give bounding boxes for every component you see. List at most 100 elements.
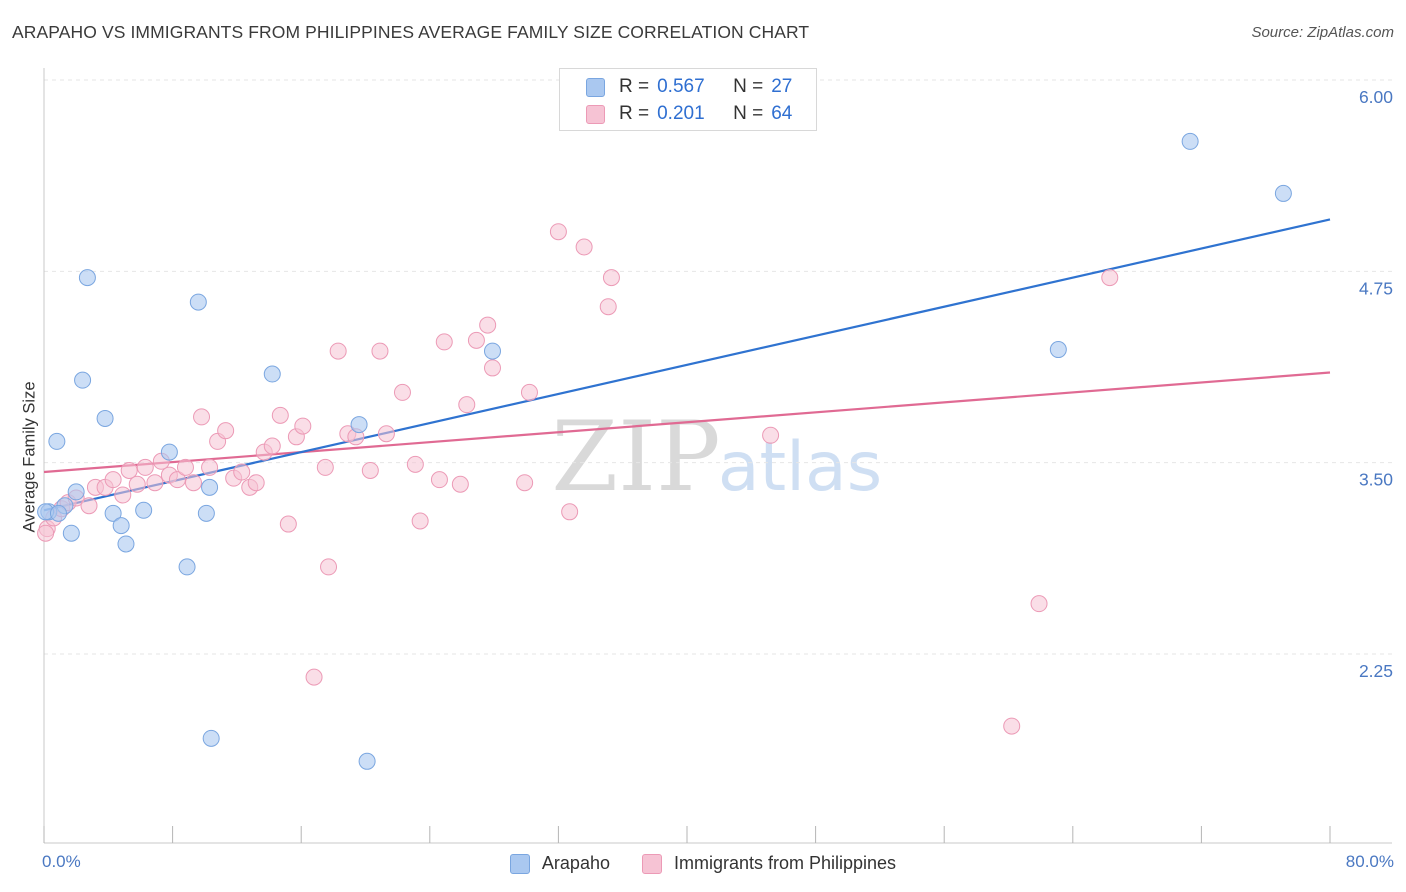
data-point-philippines xyxy=(549,223,567,241)
philippines-swatch xyxy=(586,104,605,124)
y-tick-labels: 2.25 3.50 4.75 6.00 xyxy=(1359,87,1393,681)
data-point-arapaho xyxy=(117,535,135,553)
data-point-philippines xyxy=(271,406,289,424)
data-point-philippines xyxy=(411,512,429,530)
y-tick-label: 6.00 xyxy=(1359,87,1393,107)
data-point-philippines xyxy=(467,331,485,349)
data-point-philippines xyxy=(430,471,448,489)
data-point-philippines xyxy=(393,383,411,401)
data-point-arapaho xyxy=(202,729,220,747)
data-point-philippines xyxy=(104,471,122,489)
y-axis-label: Average Family Size xyxy=(20,381,39,533)
data-point-arapaho xyxy=(112,517,130,535)
data-point-philippines xyxy=(520,383,538,401)
data-point-philippines xyxy=(406,455,424,473)
data-point-philippines xyxy=(516,474,534,492)
data-point-philippines xyxy=(80,497,98,515)
legend-item-arapaho[interactable]: Arapaho xyxy=(509,853,610,874)
data-point-philippines xyxy=(146,474,164,492)
arapaho-swatch xyxy=(509,853,530,874)
axes xyxy=(43,68,1392,844)
data-point-philippines xyxy=(483,359,501,377)
data-point-philippines xyxy=(575,238,593,256)
data-point-philippines xyxy=(316,458,334,476)
data-point-philippines xyxy=(136,458,154,476)
data-point-philippines xyxy=(37,524,55,542)
data-point-philippines xyxy=(217,422,235,440)
data-point-arapaho xyxy=(48,432,66,450)
data-point-philippines xyxy=(561,503,579,521)
data-point-arapaho xyxy=(189,293,207,311)
data-point-arapaho xyxy=(358,752,376,770)
data-point-philippines xyxy=(294,417,312,435)
data-point-philippines xyxy=(168,471,186,489)
data-point-arapaho xyxy=(197,504,215,522)
data-point-philippines xyxy=(479,316,497,334)
data-point-philippines xyxy=(247,474,265,492)
data-point-arapaho xyxy=(178,558,196,576)
data-point-philippines xyxy=(762,426,780,444)
data-point-philippines xyxy=(602,269,620,287)
data-point-philippines xyxy=(233,463,251,481)
data-point-philippines xyxy=(184,474,202,492)
data-point-arapaho xyxy=(263,365,281,383)
r-label: R = xyxy=(619,76,650,97)
legend-item-philippines[interactable]: Immigrants from Philippines xyxy=(641,853,897,874)
data-point-philippines xyxy=(599,298,617,316)
x-tick-min: 0.0% xyxy=(42,852,81,871)
data-point-philippines xyxy=(114,486,132,504)
legend: Arapaho Immigrants from Philippines xyxy=(0,853,1406,874)
data-point-arapaho xyxy=(49,504,67,522)
x-tick-max: 80.0% xyxy=(1345,852,1394,871)
y-tick-label: 2.25 xyxy=(1359,661,1393,681)
data-point-arapaho xyxy=(350,416,368,434)
data-point-arapaho xyxy=(160,443,178,461)
y-tick-label: 3.50 xyxy=(1359,470,1393,490)
watermark: ZIP atlas xyxy=(551,401,882,513)
data-point-philippines xyxy=(305,668,323,686)
stats-row-arapaho: R = 0.567 N = 27 xyxy=(586,75,792,99)
data-point-arapaho xyxy=(1274,184,1292,202)
data-point-philippines xyxy=(451,475,469,493)
data-point-arapaho xyxy=(96,409,114,427)
arapaho-swatch xyxy=(586,77,605,97)
data-point-arapaho xyxy=(74,371,92,389)
data-point-philippines xyxy=(1003,717,1021,735)
y-tick-label: 4.75 xyxy=(1359,278,1393,298)
r-label: R = xyxy=(619,103,650,124)
data-point-philippines xyxy=(320,558,338,576)
stats-box: R = 0.567 N = 27 R = 0.201 N = 64 xyxy=(559,68,817,131)
trend-line-arapaho xyxy=(43,218,1331,512)
data-point-philippines xyxy=(371,342,389,360)
series-arapaho xyxy=(37,132,1292,770)
data-point-arapaho xyxy=(67,483,85,501)
data-point-arapaho xyxy=(135,501,153,519)
data-point-philippines xyxy=(435,333,453,351)
watermark-atlas: atlas xyxy=(718,428,882,507)
legend-label: Arapaho xyxy=(541,853,610,873)
data-point-philippines xyxy=(329,342,347,360)
data-point-philippines xyxy=(377,425,395,443)
series-immigrants-from-philippines xyxy=(37,223,1119,735)
n-label: N = xyxy=(733,76,764,97)
data-point-arapaho xyxy=(104,504,122,522)
data-point-arapaho xyxy=(1181,132,1199,150)
data-point-arapaho xyxy=(1049,341,1067,359)
data-point-philippines xyxy=(176,458,194,476)
r-value: 0.201 xyxy=(657,103,705,124)
data-point-arapaho xyxy=(62,524,80,542)
data-point-arapaho xyxy=(78,269,96,287)
data-point-philippines xyxy=(279,515,297,533)
source-label: Source: ZipAtlas.com xyxy=(1251,24,1394,41)
data-point-philippines xyxy=(361,461,379,479)
data-point-philippines xyxy=(128,475,146,493)
data-point-arapaho xyxy=(201,478,219,496)
r-value: 0.567 xyxy=(657,76,705,97)
stats-row-philippines: R = 0.201 N = 64 xyxy=(586,102,792,126)
data-point-philippines xyxy=(1030,595,1048,613)
legend-label: Immigrants from Philippines xyxy=(673,853,897,873)
n-value: 64 xyxy=(771,103,793,124)
data-point-philippines xyxy=(458,396,476,414)
gridlines xyxy=(44,79,1392,655)
